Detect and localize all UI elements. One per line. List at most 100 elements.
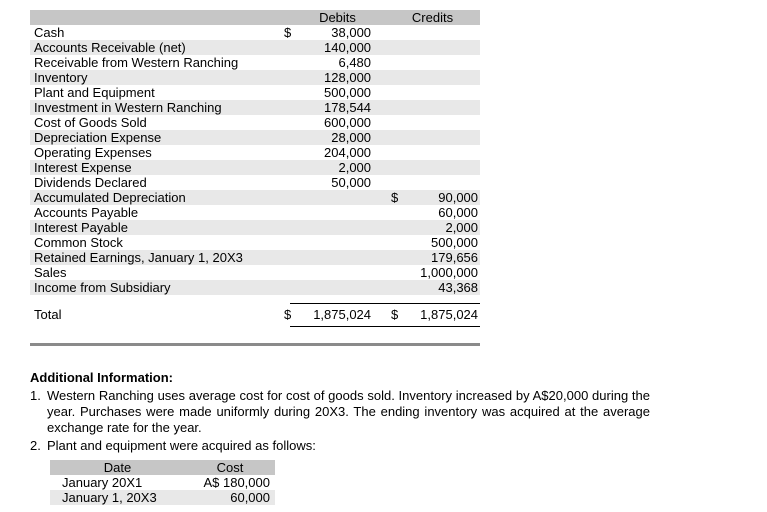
credit-cell: [379, 100, 480, 115]
list-item: 1. Western Ranching uses average cost fo…: [30, 388, 650, 436]
table-row: January 1, 20X3 60,000: [50, 490, 275, 505]
credit-amount: 43,368: [438, 280, 479, 295]
account-label: Investment in Western Ranching: [34, 100, 222, 115]
table-row: Dividends Declared 50,000: [30, 175, 480, 190]
account-label: Interest Payable: [34, 220, 128, 235]
date-column-header: Date: [103, 460, 132, 475]
credit-cell: [379, 85, 480, 100]
credit-amount: 90,000: [438, 190, 479, 205]
credit-cell: 179,656: [379, 250, 480, 265]
account-label: Accounts Receivable (net): [34, 40, 186, 55]
trial-balance-body: Cash $ 38,000 Accounts Receivable (net) …: [30, 25, 480, 295]
debit-cell: 50,000: [272, 175, 379, 190]
table-row: Cost of Goods Sold 600,000: [30, 115, 480, 130]
section-divider: [30, 343, 480, 346]
credit-cell: [379, 25, 480, 40]
table-row: Accumulated Depreciation $ 90,000: [30, 190, 480, 205]
debit-cell: 178,544: [272, 100, 379, 115]
credit-cell: 1,000,000: [379, 265, 480, 280]
debit-cell: [272, 265, 379, 280]
table-row: Retained Earnings, January 1, 20X3 179,6…: [30, 250, 480, 265]
credit-cell: $ 90,000: [379, 190, 480, 205]
date-cell: January 1, 20X3: [62, 490, 157, 505]
credit-cell: 500,000: [379, 235, 480, 250]
credit-cell: [379, 40, 480, 55]
total-top-rule: [290, 303, 480, 304]
table-row: Receivable from Western Ranching 6,480: [30, 55, 480, 70]
item-number: 1.: [30, 388, 41, 403]
debit-cell: 6,480: [272, 55, 379, 70]
debit-cell: 600,000: [272, 115, 379, 130]
debit-cell: [272, 205, 379, 220]
total-label: Total: [34, 307, 62, 322]
account-label: Interest Expense: [34, 160, 132, 175]
acquisitions-table: Date Cost January 20X1 A$ 180,000 Januar…: [50, 460, 275, 505]
account-label: Cash: [34, 25, 65, 40]
credit-cell: 43,368: [379, 280, 480, 295]
cost-cell: A$ 180,000: [203, 475, 270, 490]
dollar-sign: $: [391, 307, 399, 322]
account-label: Operating Expenses: [34, 145, 152, 160]
dollar-sign: $: [391, 190, 399, 205]
table-row: Accounts Payable 60,000: [30, 205, 480, 220]
debit-cell: [272, 190, 379, 205]
account-label: Depreciation Expense: [34, 130, 162, 145]
account-label: Inventory: [34, 70, 88, 85]
date-cell: January 20X1: [62, 475, 143, 490]
table-row: Plant and Equipment 500,000: [30, 85, 480, 100]
cost-cell: 60,000: [230, 490, 270, 505]
account-label: Sales: [34, 265, 67, 280]
table-row: January 20X1 A$ 180,000: [50, 475, 275, 490]
item-text: Plant and equipment were acquired as fol…: [47, 438, 316, 453]
table-row: Interest Payable 2,000: [30, 220, 480, 235]
credit-amount: 60,000: [438, 205, 479, 220]
table-row: Interest Expense 2,000: [30, 160, 480, 175]
account-label: Retained Earnings, January 1, 20X3: [34, 250, 243, 265]
item-text: Western Ranching uses average cost for c…: [47, 388, 650, 435]
dollar-sign: $: [284, 307, 292, 322]
credit-cell: 60,000: [379, 205, 480, 220]
debit-amount: 38,000: [331, 25, 372, 40]
debit-cell: [272, 280, 379, 295]
credit-cell: [379, 130, 480, 145]
table-row: Depreciation Expense 28,000: [30, 130, 480, 145]
credit-cell: [379, 115, 480, 130]
debit-cell: 28,000: [272, 130, 379, 145]
credit-cell: [379, 160, 480, 175]
account-label: Cost of Goods Sold: [34, 115, 147, 130]
additional-information-heading: Additional Information:: [30, 370, 173, 385]
list-item: 2. Plant and equipment were acquired as …: [30, 438, 650, 454]
debit-cell: [272, 250, 379, 265]
total-credit-amount: 1,875,024: [420, 307, 479, 322]
account-label: Accounts Payable: [34, 205, 139, 220]
credit-cell: [379, 70, 480, 85]
debits-column-header: Debits: [319, 10, 356, 25]
table-row: Accounts Receivable (net) 140,000: [30, 40, 480, 55]
account-label: Dividends Declared: [34, 175, 147, 190]
debit-amount: 28,000: [331, 130, 372, 145]
credit-cell: [379, 175, 480, 190]
table-row: Cash $ 38,000: [30, 25, 480, 40]
additional-information-section: Additional Information: 1. Western Ranch…: [30, 370, 650, 454]
debit-amount: 500,000: [324, 85, 372, 100]
cost-column-header: Cost: [216, 460, 244, 475]
table-row: Inventory 128,000: [30, 70, 480, 85]
credit-cell: 2,000: [379, 220, 480, 235]
debit-cell: 2,000: [272, 160, 379, 175]
credit-amount: 179,656: [431, 250, 479, 265]
debit-cell: 128,000: [272, 70, 379, 85]
account-label: Receivable from Western Ranching: [34, 55, 239, 70]
credit-amount: 1,000,000: [420, 265, 479, 280]
table-row: Investment in Western Ranching 178,544: [30, 100, 480, 115]
credits-column-header: Credits: [411, 10, 454, 25]
acquisitions-body: January 20X1 A$ 180,000 January 1, 20X3 …: [50, 475, 275, 505]
debit-amount: 140,000: [324, 40, 372, 55]
credit-amount: 2,000: [445, 220, 479, 235]
debit-cell: [272, 220, 379, 235]
debit-cell: 500,000: [272, 85, 379, 100]
trial-balance-table: Debits Credits Cash $ 38,000 Accounts Re…: [30, 10, 480, 327]
debit-cell: $ 38,000: [272, 25, 379, 40]
table-row: Common Stock 500,000: [30, 235, 480, 250]
account-column-header: [30, 10, 290, 25]
